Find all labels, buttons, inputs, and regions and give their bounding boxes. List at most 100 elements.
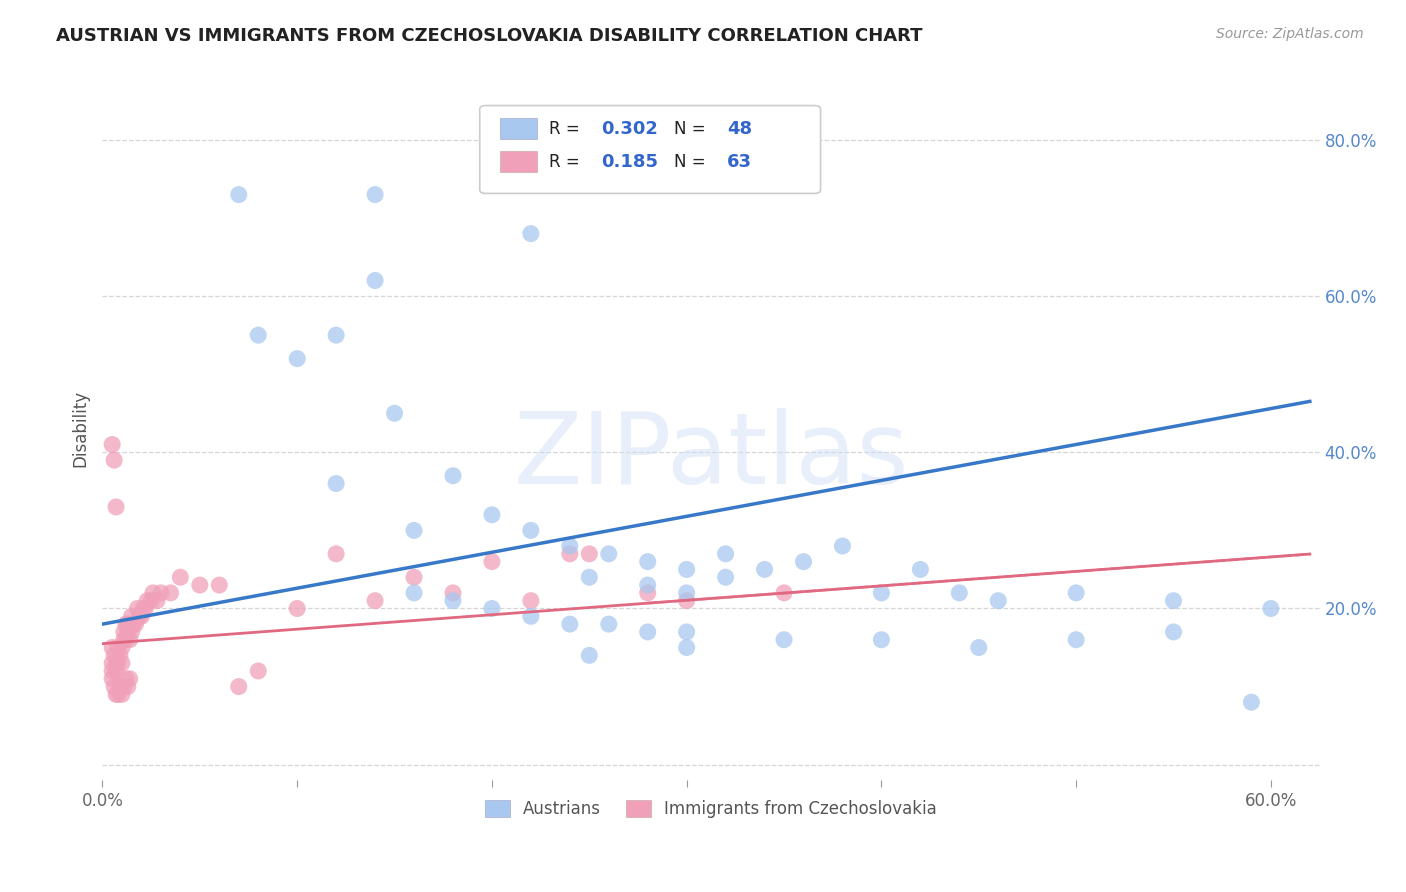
Point <box>402 524 425 538</box>
Point <box>101 656 124 670</box>
FancyBboxPatch shape <box>479 105 821 194</box>
Text: N =: N = <box>675 153 711 170</box>
Point <box>118 672 141 686</box>
Point <box>1163 593 1185 607</box>
Point <box>247 328 270 343</box>
Point <box>127 601 149 615</box>
Point <box>139 593 162 607</box>
Point <box>714 570 737 584</box>
Point <box>111 687 134 701</box>
Point <box>987 593 1010 607</box>
FancyBboxPatch shape <box>501 119 537 139</box>
Point <box>103 648 125 663</box>
Point <box>105 500 128 514</box>
Point <box>111 656 134 670</box>
Point <box>105 664 128 678</box>
Point <box>128 609 150 624</box>
Point <box>117 617 139 632</box>
Point <box>142 586 165 600</box>
Point <box>285 351 308 366</box>
Point <box>122 617 145 632</box>
Point <box>675 593 697 607</box>
Point <box>108 680 131 694</box>
Point <box>105 687 128 701</box>
Y-axis label: Disability: Disability <box>72 391 89 467</box>
Point <box>101 640 124 655</box>
Point <box>967 640 990 655</box>
Point <box>520 227 543 241</box>
Point <box>948 586 970 600</box>
Text: AUSTRIAN VS IMMIGRANTS FROM CZECHOSLOVAKIA DISABILITY CORRELATION CHART: AUSTRIAN VS IMMIGRANTS FROM CZECHOSLOVAK… <box>56 27 922 45</box>
Point <box>520 593 543 607</box>
Point <box>773 586 796 600</box>
Point <box>675 640 697 655</box>
Point <box>870 632 893 647</box>
Text: 63: 63 <box>727 153 752 170</box>
Text: R =: R = <box>550 120 585 137</box>
Point <box>558 547 581 561</box>
Point <box>675 624 697 639</box>
Point <box>558 539 581 553</box>
Point <box>134 601 156 615</box>
Point <box>598 547 620 561</box>
Point <box>364 593 387 607</box>
Point <box>146 593 169 607</box>
Point <box>792 555 814 569</box>
Point <box>117 624 139 639</box>
Point <box>285 601 308 615</box>
Point <box>112 680 135 694</box>
Point <box>637 586 659 600</box>
Point <box>481 555 503 569</box>
Point <box>578 547 600 561</box>
Point <box>325 476 347 491</box>
Point <box>637 624 659 639</box>
Text: Source: ZipAtlas.com: Source: ZipAtlas.com <box>1216 27 1364 41</box>
Text: 0.302: 0.302 <box>602 120 658 137</box>
Point <box>136 593 159 607</box>
Point <box>107 687 129 701</box>
Point <box>105 656 128 670</box>
Point <box>441 586 464 600</box>
Point <box>481 508 503 522</box>
Point <box>112 624 135 639</box>
Point <box>364 187 387 202</box>
Text: 48: 48 <box>727 120 752 137</box>
Point <box>773 632 796 647</box>
Point <box>675 586 697 600</box>
Text: N =: N = <box>675 120 711 137</box>
Point <box>1260 601 1282 615</box>
Legend: Austrians, Immigrants from Czechoslovakia: Austrians, Immigrants from Czechoslovaki… <box>478 793 943 825</box>
Point <box>520 609 543 624</box>
Point <box>384 406 406 420</box>
Point <box>114 617 136 632</box>
Point <box>910 562 932 576</box>
Point <box>188 578 211 592</box>
Point <box>108 648 131 663</box>
Point <box>103 453 125 467</box>
Point <box>101 672 124 686</box>
Point <box>247 664 270 678</box>
FancyBboxPatch shape <box>501 152 537 172</box>
Point <box>132 601 155 615</box>
Point <box>364 273 387 287</box>
Point <box>159 586 181 600</box>
Point <box>675 562 697 576</box>
Point <box>111 640 134 655</box>
Point <box>754 562 776 576</box>
Point <box>1163 624 1185 639</box>
Point <box>131 609 153 624</box>
Point <box>114 672 136 686</box>
Point <box>598 617 620 632</box>
Point <box>112 632 135 647</box>
Point <box>103 680 125 694</box>
Point <box>578 570 600 584</box>
Point <box>714 547 737 561</box>
Point <box>1240 695 1263 709</box>
Point <box>228 680 250 694</box>
Point <box>481 601 503 615</box>
Text: ZIPatlas: ZIPatlas <box>513 409 908 506</box>
Point <box>169 570 191 584</box>
Point <box>117 680 139 694</box>
Point <box>578 648 600 663</box>
Point <box>149 586 172 600</box>
